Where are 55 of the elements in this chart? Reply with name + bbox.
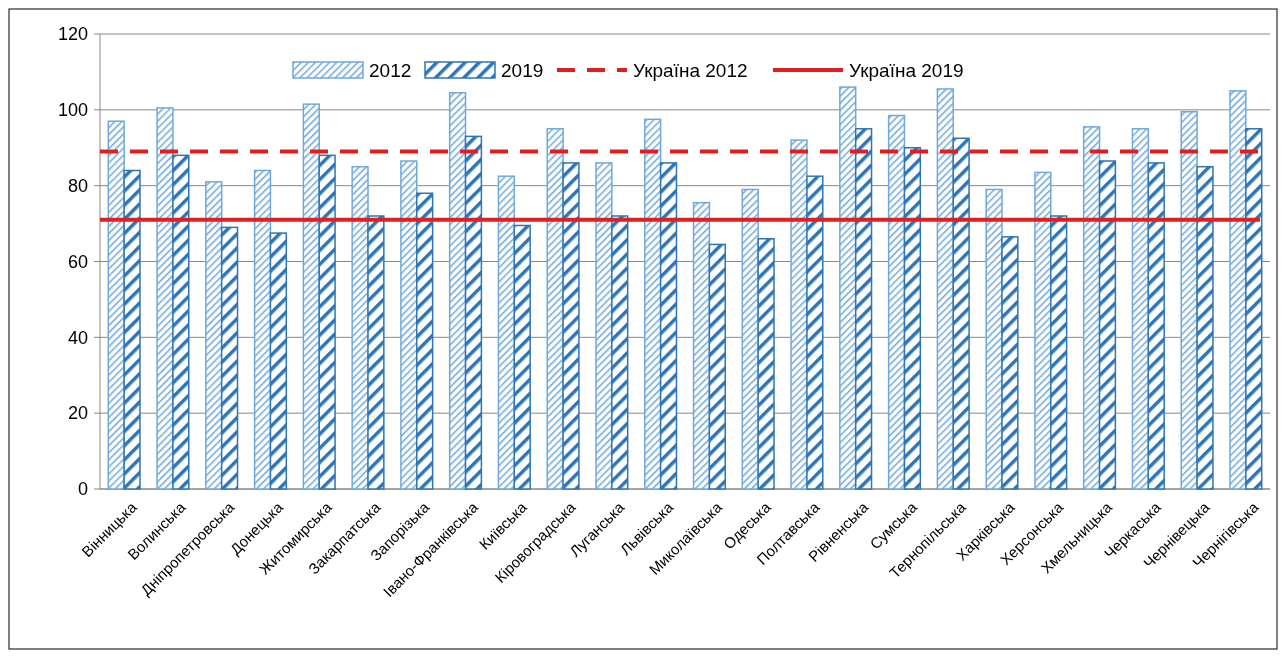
y-tick-label: 120	[57, 24, 88, 45]
bar	[644, 118, 662, 490]
bar	[497, 175, 516, 490]
bar	[220, 226, 239, 490]
bar	[1245, 128, 1263, 490]
bar	[123, 169, 141, 490]
bar	[318, 154, 336, 490]
bar	[887, 114, 906, 490]
bar	[464, 135, 483, 490]
bar	[1180, 110, 1198, 490]
bar	[903, 147, 922, 490]
y-tick-label: 0	[77, 479, 88, 500]
bar	[416, 192, 434, 490]
legend-label: Україна 2019	[849, 59, 964, 81]
bar	[708, 243, 726, 490]
bar	[269, 232, 288, 490]
legend-label: 2012	[369, 59, 412, 81]
bar	[790, 139, 808, 490]
legend-label: Україна 2012	[633, 59, 748, 81]
bar	[952, 137, 970, 490]
bar	[985, 188, 1003, 490]
bar	[611, 215, 629, 490]
bar	[253, 169, 272, 490]
bar	[692, 201, 711, 490]
bar	[1001, 236, 1019, 490]
bar	[1034, 171, 1052, 490]
bar	[448, 92, 467, 490]
y-tick-label: 20	[67, 403, 88, 424]
bar	[172, 154, 190, 490]
bar	[367, 215, 385, 490]
bar	[1098, 160, 1117, 490]
bar	[1131, 128, 1150, 490]
y-tick-label: 80	[67, 175, 88, 196]
bar	[595, 162, 613, 490]
bar	[1229, 90, 1247, 490]
bar	[757, 238, 775, 490]
bar	[205, 181, 223, 490]
bar	[854, 128, 873, 490]
y-tick-label: 100	[57, 100, 88, 121]
bar	[1082, 126, 1101, 490]
bar	[839, 86, 857, 490]
bar	[400, 160, 418, 490]
bar	[1196, 165, 1214, 490]
bar	[1147, 162, 1165, 490]
bar	[546, 128, 564, 490]
bar	[806, 175, 824, 490]
bar	[562, 162, 580, 490]
bar	[351, 165, 369, 490]
bar	[659, 162, 678, 490]
bar	[156, 107, 174, 490]
bar	[1050, 215, 1068, 490]
y-tick-label: 60	[67, 251, 88, 272]
y-tick-label: 40	[67, 327, 88, 348]
bar	[513, 224, 531, 490]
legend-label: 2019	[501, 59, 544, 81]
